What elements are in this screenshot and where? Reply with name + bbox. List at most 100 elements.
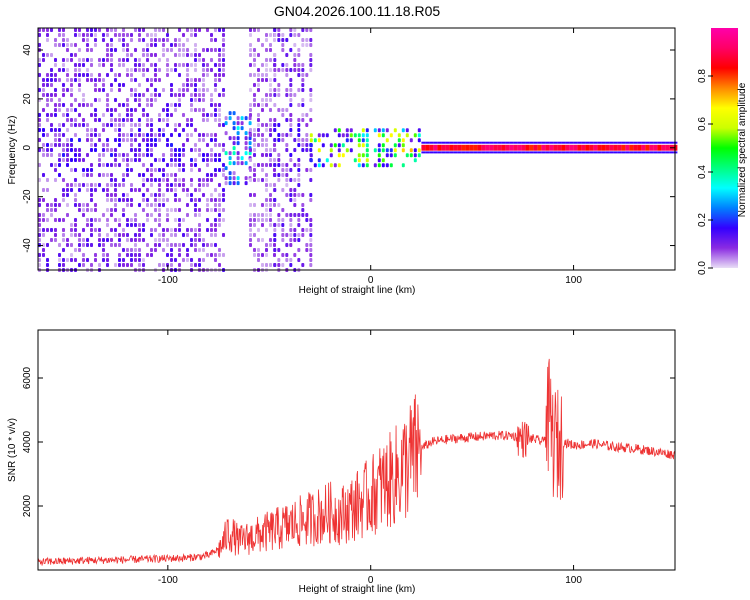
spectrogram-cell — [601, 151, 606, 154]
spectrogram-cell — [178, 248, 181, 252]
spectrogram-cell — [94, 218, 97, 222]
spectrogram-cell — [198, 208, 201, 212]
spectrogram-cell — [146, 143, 149, 147]
spectrogram-cell — [477, 144, 482, 151]
spectrogram-cell — [361, 143, 365, 148]
spectrogram-cell — [98, 183, 101, 187]
spectrogram-cell — [405, 133, 409, 138]
spectrogram-cell — [437, 151, 442, 154]
spectrogram-cell — [206, 163, 209, 167]
spectrogram-cell — [253, 53, 256, 57]
spectrogram-cell — [42, 53, 45, 57]
spectrogram-cell — [122, 118, 125, 122]
spectrogram-cell — [118, 163, 121, 167]
spectrogram-cell — [90, 73, 93, 77]
spectrogram-cell — [38, 63, 41, 67]
spectrogram-cell — [253, 58, 256, 62]
spectrogram-cell — [174, 218, 177, 222]
spectrogram-cell — [289, 93, 293, 97]
spectrogram-cell — [86, 58, 89, 62]
spectrogram-cell — [236, 131, 240, 136]
spectrogram-cell — [106, 33, 109, 37]
spectrogram-cell — [146, 243, 149, 247]
spectrogram-cell — [170, 143, 173, 147]
spectrogram-cell — [78, 28, 81, 32]
spectrogram-cell — [126, 68, 129, 72]
spectrogram-cell — [248, 141, 252, 146]
spectrogram-cell — [82, 168, 85, 172]
spectrogram-cell — [142, 48, 145, 52]
spectrogram-cell — [257, 133, 260, 137]
spectrogram-cell — [178, 178, 181, 182]
spectrogram-cell — [265, 33, 268, 37]
spectrogram-cell — [134, 28, 137, 32]
spectrogram-cell — [429, 151, 434, 154]
spectrogram-cell — [66, 78, 69, 82]
spectrogram-cell — [114, 163, 117, 167]
spectrogram-cell — [158, 233, 161, 237]
spectrogram-cell — [74, 203, 77, 207]
spectrogram-cell — [118, 243, 121, 247]
spectrogram-cell — [122, 233, 125, 237]
spectrogram-cell — [297, 118, 301, 122]
spectrogram-cell — [142, 68, 145, 72]
colorbar-tick-label: 0.0 — [697, 261, 708, 275]
spectrogram-cell — [138, 258, 141, 262]
spectrogram-cell — [42, 248, 45, 252]
spectrogram-cell — [182, 218, 185, 222]
spectrogram-cell — [365, 158, 369, 163]
spectrogram-cell — [174, 258, 177, 262]
spectrogram-cell — [186, 118, 189, 122]
spectrogram-cell — [218, 208, 221, 212]
spectrogram-cell — [42, 93, 45, 97]
spectrogram-cell — [142, 183, 145, 187]
spectrogram-cell — [281, 33, 285, 37]
spectrogram-cell — [150, 233, 153, 237]
spectrogram-cell — [78, 148, 81, 152]
spectrogram-cell — [50, 238, 53, 242]
spectrogram-cell — [114, 158, 117, 162]
spectrogram-cell — [553, 151, 558, 154]
spectrogram-cell — [166, 208, 169, 212]
spectrogram-cell — [142, 178, 145, 182]
spectrogram-cell — [170, 153, 173, 157]
spectrogram-cell — [609, 144, 614, 151]
spectrogram-cell — [433, 151, 438, 154]
spectrogram-cell — [190, 243, 193, 247]
spectrogram-cell — [62, 248, 65, 252]
spectrogram-cell — [285, 143, 289, 147]
spectrogram-cell — [265, 148, 268, 152]
spectrogram-cell — [174, 163, 177, 167]
spectrogram-cell — [232, 121, 236, 126]
spectrogram-cell — [146, 43, 149, 47]
spectrogram-cell — [301, 228, 305, 232]
spectrogram-cell — [54, 43, 57, 47]
spectrogram-cell — [126, 118, 129, 122]
spectrogram-cell — [317, 148, 321, 153]
spectrogram-cell — [90, 193, 93, 197]
spectrogram-cell — [54, 128, 57, 132]
spectrogram-cell — [86, 203, 89, 207]
spectrogram-cell — [228, 116, 232, 121]
spectrogram-cell — [186, 73, 189, 77]
spectrogram-cell — [174, 108, 177, 112]
spectrogram-cell — [385, 138, 389, 143]
spectrogram-cell — [62, 63, 65, 67]
spectrogram-cell — [481, 141, 486, 144]
spectrogram-cell — [206, 73, 209, 77]
spectrogram-cell — [110, 178, 113, 182]
spectrogram-cell — [66, 148, 69, 152]
spectrogram-cell — [261, 168, 264, 172]
spectrogram-cell — [465, 141, 470, 144]
spectrogram-cell — [224, 121, 228, 126]
spectrogram-cell — [277, 258, 281, 262]
spectrogram-cell — [42, 253, 45, 257]
spectrogram-cell — [277, 213, 281, 217]
spectrogram-cell — [166, 243, 169, 247]
spectrogram-cell — [102, 148, 105, 152]
spectrogram-cell — [150, 78, 153, 82]
spectrogram-cell — [309, 68, 313, 72]
spectrogram-cell — [281, 163, 285, 167]
spectrogram-cell — [166, 103, 169, 107]
spectrogram-cell — [289, 263, 293, 267]
